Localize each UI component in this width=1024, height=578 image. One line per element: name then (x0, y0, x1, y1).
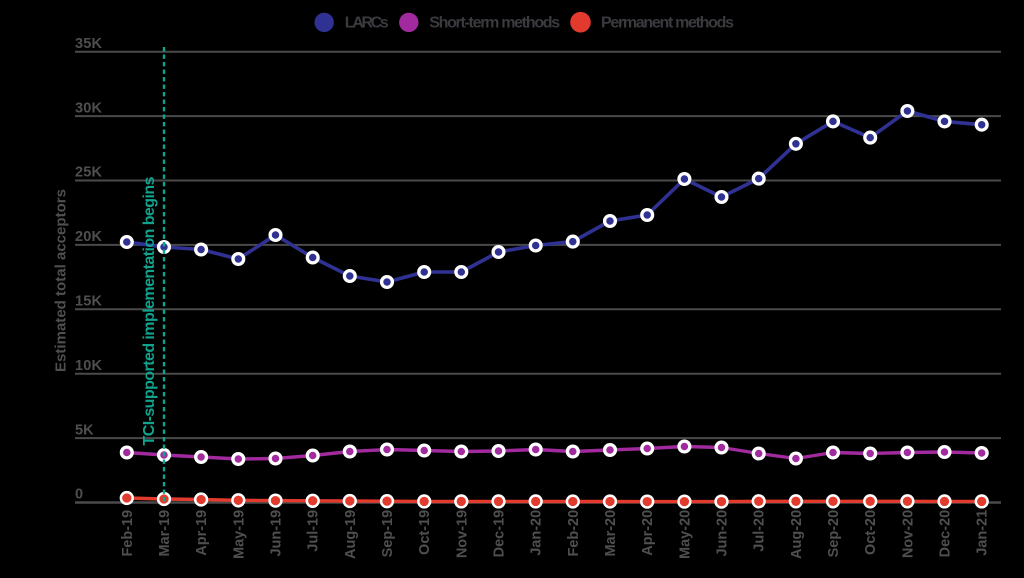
svg-text:Mar-20: Mar-20 (603, 510, 619, 557)
svg-text:Feb-19: Feb-19 (120, 510, 136, 557)
svg-text:5K: 5K (75, 422, 94, 438)
svg-text:35K: 35K (75, 36, 103, 52)
svg-text:Oct-20: Oct-20 (863, 510, 879, 555)
svg-text:May-19: May-19 (231, 510, 247, 559)
svg-text:May-20: May-20 (677, 510, 693, 559)
svg-text:Jun-19: Jun-19 (269, 510, 285, 557)
svg-text:Short-term methods: Short-term methods (429, 15, 560, 32)
svg-text:15K: 15K (75, 294, 103, 310)
svg-text:Aug-19: Aug-19 (343, 510, 359, 559)
svg-text:Apr-19: Apr-19 (194, 510, 210, 556)
svg-text:20K: 20K (75, 229, 103, 245)
svg-text:25K: 25K (75, 165, 103, 181)
svg-text:Estimated total acceptors: Estimated total acceptors (53, 189, 70, 372)
svg-text:Apr-20: Apr-20 (640, 510, 656, 556)
svg-text:Dec-19: Dec-19 (492, 510, 508, 558)
svg-text:Feb-20: Feb-20 (566, 510, 582, 557)
svg-text:Sep-19: Sep-19 (380, 510, 396, 558)
svg-text:LARCs: LARCs (345, 15, 389, 32)
svg-text:Dec-20: Dec-20 (938, 510, 954, 558)
svg-text:Oct-19: Oct-19 (417, 510, 433, 555)
svg-text:Sep-20: Sep-20 (826, 510, 842, 558)
svg-text:Mar-19: Mar-19 (157, 510, 173, 557)
svg-text:Aug-20: Aug-20 (789, 510, 805, 559)
svg-text:Permanent methods: Permanent methods (601, 15, 734, 32)
svg-text:10K: 10K (75, 358, 103, 374)
svg-text:Jul-20: Jul-20 (752, 510, 768, 552)
svg-text:Nov-19: Nov-19 (454, 510, 470, 558)
svg-text:Jan-21: Jan-21 (975, 510, 991, 556)
svg-text:TCI-supported implementation b: TCI-supported implementation begins (141, 176, 158, 445)
svg-text:Nov-20: Nov-20 (900, 510, 916, 558)
svg-text:30K: 30K (75, 100, 103, 116)
svg-text:Jun-20: Jun-20 (715, 510, 731, 557)
svg-text:Jul-19: Jul-19 (306, 510, 322, 552)
svg-text:0: 0 (75, 487, 83, 503)
svg-text:Jan-20: Jan-20 (529, 510, 545, 556)
